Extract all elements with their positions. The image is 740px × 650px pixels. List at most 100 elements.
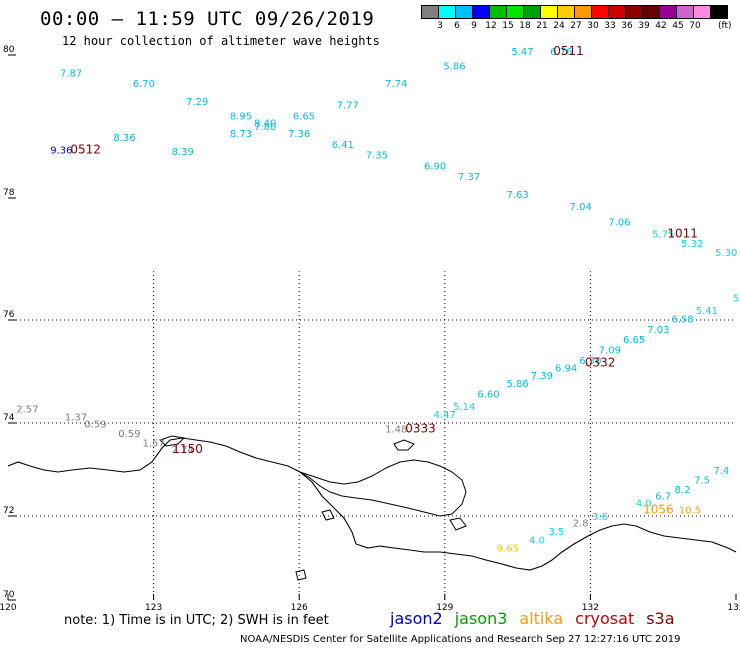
wave-height-label: 8.40	[254, 119, 276, 130]
pass-time-label: 1150	[172, 442, 203, 456]
lat-tick-label: 80	[3, 45, 15, 55]
satellite-legend: jason2 jason3 altika cryosat s3a	[390, 609, 687, 628]
satellite-s3a: s3a	[646, 609, 675, 628]
colorbar-label: 15	[502, 21, 514, 31]
wave-height-label: 2.8	[573, 519, 589, 530]
colorbar-label: 9	[471, 21, 477, 31]
colorbar-label: 70	[689, 21, 701, 31]
wave-height-label: 6.65	[623, 335, 645, 346]
wave-height-label: 7.36	[288, 129, 310, 140]
wave-height-label: 7.35	[366, 151, 388, 162]
pass-time-label: 0332	[585, 355, 616, 369]
colorbar-swatch	[710, 5, 728, 19]
page-subtitle: 12 hour collection of altimeter wave hei…	[62, 34, 380, 48]
wave-height-label: 5.86	[443, 61, 465, 72]
wave-height-label: 1.37	[65, 412, 87, 423]
wave-height-label: 7.06	[608, 217, 630, 228]
pass-time-label: 1011	[667, 227, 698, 241]
wave-height-label: 2.57	[16, 405, 38, 416]
lat-tick-label: 78	[3, 188, 15, 198]
wave-height-label: 5	[733, 294, 739, 305]
lat-tick-label: 70	[3, 590, 15, 600]
wave-height-label: 7.09	[599, 345, 621, 356]
wave-height-label: 5.32	[681, 239, 703, 250]
colorbar-label: 36	[621, 21, 633, 31]
colorbar-label: 3	[437, 21, 443, 31]
coastline	[7, 437, 737, 571]
lena-delta	[299, 459, 467, 517]
island	[295, 569, 307, 581]
wave-height-label: 4.0	[636, 499, 652, 510]
satellite-cryosat: cryosat	[575, 609, 635, 628]
wave-height-label: 6.76	[550, 47, 572, 58]
island	[449, 517, 467, 531]
pass-time-label: 0512	[70, 143, 101, 157]
colorbar-label: 30	[587, 21, 599, 31]
wave-height-label: 6.65	[293, 111, 315, 122]
island	[159, 435, 186, 447]
wave-height-label: 7.29	[186, 97, 208, 108]
wave-height-label: 7.4	[713, 466, 729, 477]
lat-tick-label: 74	[3, 413, 15, 423]
wave-height-label: 5.14	[453, 402, 475, 413]
colorbar-label: 42	[655, 21, 667, 31]
wave-height-label: 7.04	[570, 202, 592, 213]
wave-height-label: 5.30	[715, 248, 737, 259]
satellite-jason3: jason3	[454, 609, 508, 628]
wave-height-label: 1.57	[142, 438, 164, 449]
lon-tick-label: 123	[145, 603, 162, 613]
colorbar-unit: (ft)	[718, 21, 732, 31]
colorbar-labels: 3 6 9 12 15 18 21 24 27 30 33 36 39 42 45 70	[422, 21, 740, 33]
colorbar-label: 33	[604, 21, 616, 31]
wave-height-label: 5.41	[696, 306, 718, 317]
wave-height-label: 7.03	[647, 325, 669, 336]
colorbar-label: 6	[454, 21, 460, 31]
wave-height-label: 0.59	[84, 420, 106, 431]
wave-height-label: 6.7	[655, 492, 671, 503]
wave-height-label: 7.39	[531, 371, 553, 382]
lat-tick-label: 76	[3, 310, 15, 320]
colorbar-label: 39	[638, 21, 650, 31]
pass-time-label: 0333	[405, 421, 436, 435]
island	[321, 509, 335, 521]
lon-tick-label: 135	[727, 603, 740, 613]
wave-height-label: 3.5	[548, 527, 564, 538]
colorbar-label: 18	[519, 21, 531, 31]
satellite-jason2: jason2	[390, 609, 443, 628]
wave-height-label: 8.36	[113, 133, 135, 144]
wave-height-label: 7.87	[60, 68, 82, 79]
wave-height-label: 6.94	[555, 364, 577, 375]
colorbar-label: 12	[485, 21, 497, 31]
colorbar-label: 27	[570, 21, 582, 31]
pass-time-label: 0511	[553, 44, 584, 58]
island	[393, 439, 415, 451]
wave-height-label: 10.5	[679, 506, 701, 517]
lon-tick-label: 126	[291, 603, 308, 613]
lon-tick-label: 129	[436, 603, 453, 613]
wave-height-label: 7.37	[458, 172, 480, 183]
wave-height-label: 8.95	[230, 111, 252, 122]
wave-height-label: 8.39	[172, 147, 194, 158]
wave-height-label: 9.36	[50, 146, 72, 157]
wave-height-colorbar	[421, 5, 728, 19]
colorbar-label: 21	[536, 21, 548, 31]
wave-height-label: 6.41	[332, 140, 354, 151]
footnote: note: 1) Time is in UTC; 2) SWH is in fe…	[64, 613, 329, 628]
lat-tick-label: 72	[3, 506, 14, 516]
wave-height-label: 7.80	[254, 122, 276, 133]
satellite-altika: altika	[519, 609, 564, 628]
wave-height-label: 5.47	[511, 47, 533, 58]
wave-height-label: 8.2	[675, 485, 691, 496]
wave-height-label: 8.73	[230, 129, 252, 140]
wave-height-label: 7.74	[385, 79, 407, 90]
wave-height-label: 0.59	[118, 429, 140, 440]
colorbar-label: 24	[553, 21, 565, 31]
wave-height-label: 6.70	[133, 79, 155, 90]
wave-height-label: 6.90	[424, 161, 446, 172]
wave-height-label: 4.47	[434, 410, 456, 421]
wave-height-label: 1.48	[385, 424, 407, 435]
lon-tick-label: 120	[0, 603, 17, 613]
page-title: 00:00 – 11:59 UTC 09/26/2019	[40, 8, 375, 30]
credit-line: NOAA/NESDIS Center for Satellite Applica…	[240, 634, 681, 645]
